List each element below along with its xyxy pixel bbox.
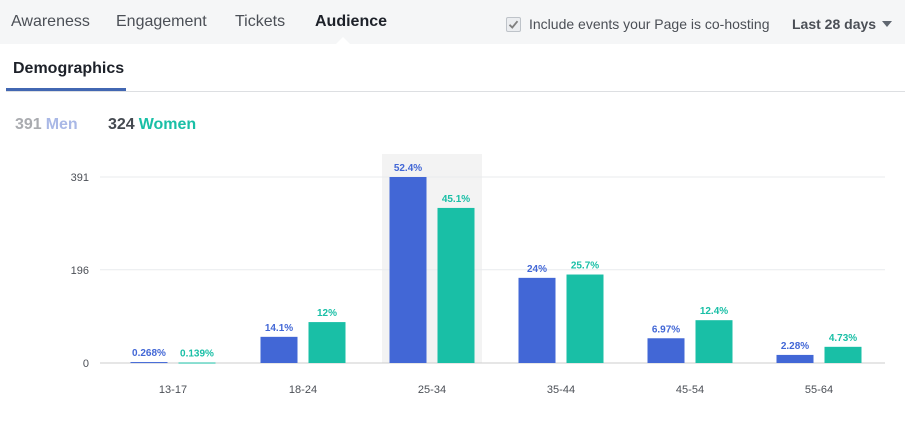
x-tick-label-55-64: 55-64 [805, 384, 833, 396]
value-label-men-25-34: 52.4% [394, 163, 422, 174]
legend-women[interactable]: 324 Women [108, 116, 196, 134]
tab-tickets[interactable]: Tickets [235, 13, 286, 30]
top-nav-bar: Awareness Engagement Tickets Audience In… [0, 0, 905, 44]
y-tick-label: 196 [71, 265, 89, 277]
y-tick-label: 391 [71, 172, 89, 184]
y-tick-label: 0 [83, 358, 89, 370]
value-label-women-18-24: 12% [317, 308, 337, 319]
bar-men-13-17 [130, 362, 168, 364]
bar-women-25-34 [437, 207, 475, 363]
value-label-men-55-64: 2.28% [781, 341, 809, 352]
subtab-active-indicator [6, 88, 126, 91]
value-label-men-45-54: 6.97% [652, 324, 680, 335]
date-range-dropdown[interactable]: Last 28 days [792, 15, 893, 33]
section-divider [6, 91, 905, 92]
cohost-checkbox-row[interactable]: Include events your Page is co-hosting [506, 15, 769, 33]
women-label: Women [138, 116, 197, 133]
bar-women-13-17 [178, 362, 216, 364]
value-label-women-25-34: 45.1% [442, 194, 470, 205]
bar-men-45-54 [647, 338, 685, 363]
x-tick-label-18-24: 18-24 [289, 384, 317, 396]
bar-women-55-64 [824, 346, 862, 363]
x-tick-label-25-34: 25-34 [418, 384, 446, 396]
tab-awareness[interactable]: Awareness [11, 13, 90, 30]
cohost-label: Include events your Page is co-hosting [529, 16, 770, 32]
x-tick-label-13-17: 13-17 [159, 384, 187, 396]
men-count: 391 [15, 116, 42, 133]
tab-engagement[interactable]: Engagement [116, 13, 207, 30]
caret-down-icon [882, 21, 893, 27]
legend-men[interactable]: 391 Men [15, 116, 78, 134]
date-range-label: Last 28 days [792, 16, 877, 32]
active-tab-pointer [336, 37, 350, 44]
men-label: Men [45, 116, 78, 133]
x-tick-label-35-44: 35-44 [547, 384, 575, 396]
x-tick-label-45-54: 45-54 [676, 384, 704, 396]
cohost-checkbox[interactable] [506, 16, 521, 32]
bar-men-55-64 [776, 354, 814, 363]
value-label-women-35-44: 25.7% [571, 261, 599, 272]
value-label-women-55-64: 4.73% [829, 333, 857, 344]
bar-women-18-24 [308, 322, 346, 363]
value-label-men-13-17: 0.268% [132, 348, 166, 359]
value-label-women-13-17: 0.139% [180, 349, 214, 360]
tab-audience[interactable]: Audience [315, 13, 388, 30]
value-label-women-45-54: 12.4% [700, 306, 728, 317]
bar-women-45-54 [695, 320, 733, 363]
subtab-demographics[interactable]: Demographics [13, 60, 125, 77]
value-label-men-18-24: 14.1% [265, 323, 293, 334]
women-count: 324 [108, 116, 135, 133]
checkmark-icon [508, 20, 519, 29]
value-label-men-35-44: 24% [527, 264, 547, 275]
bar-men-25-34 [389, 177, 427, 363]
bar-men-18-24 [260, 336, 298, 363]
bar-men-35-44 [518, 277, 556, 363]
bar-women-35-44 [566, 274, 604, 363]
